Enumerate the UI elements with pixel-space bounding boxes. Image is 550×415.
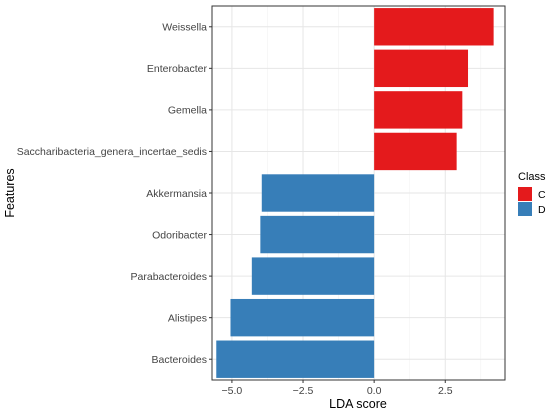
legend-title: Class <box>518 171 546 183</box>
bar-saccharibacteria_genera_incertae_sedis <box>374 132 457 171</box>
bar-odoribacter <box>260 215 375 254</box>
x-tick-label: −5.0 <box>222 385 243 397</box>
legend-swatch-c <box>518 187 532 201</box>
y-axis: Weissella Enterobacter Gemella Saccharibact… <box>17 22 212 366</box>
y-tick-label: Gemella <box>168 105 207 117</box>
bar-akkermansia <box>261 174 375 212</box>
x-axis-title: LDA score <box>329 397 387 411</box>
x-axis: −5.0 −2.5 0.0 2.5 <box>222 380 453 397</box>
bar-gemella <box>374 91 463 129</box>
bar-alistipes <box>230 298 375 337</box>
y-tick-label: Weissella <box>162 22 207 34</box>
legend: Class C D <box>518 171 546 216</box>
y-tick-label: Saccharibacteria_genera_incertae_sedis <box>17 146 207 158</box>
y-tick-label: Bacteroides <box>152 354 207 366</box>
bar-parabacteroides <box>251 257 375 295</box>
x-tick-label: 2.5 <box>438 385 453 397</box>
y-tick-label: Odoribacter <box>152 229 207 241</box>
y-tick-label: Akkermansia <box>146 188 207 200</box>
y-axis-title: Features <box>3 168 17 217</box>
legend-label-c: C <box>538 189 546 201</box>
bar-weissella <box>374 8 494 46</box>
y-tick-label: Alistipes <box>168 312 207 324</box>
y-tick-label: Parabacteroides <box>131 271 207 283</box>
y-tick-label: Enterobacter <box>147 63 208 75</box>
legend-label-d: D <box>538 204 546 216</box>
bar-bacteroides <box>216 340 375 378</box>
x-tick-label: −2.5 <box>293 385 314 397</box>
x-tick-label: 0.0 <box>367 385 382 397</box>
legend-swatch-d <box>518 202 532 216</box>
bars <box>216 8 494 378</box>
bar-enterobacter <box>374 49 469 88</box>
